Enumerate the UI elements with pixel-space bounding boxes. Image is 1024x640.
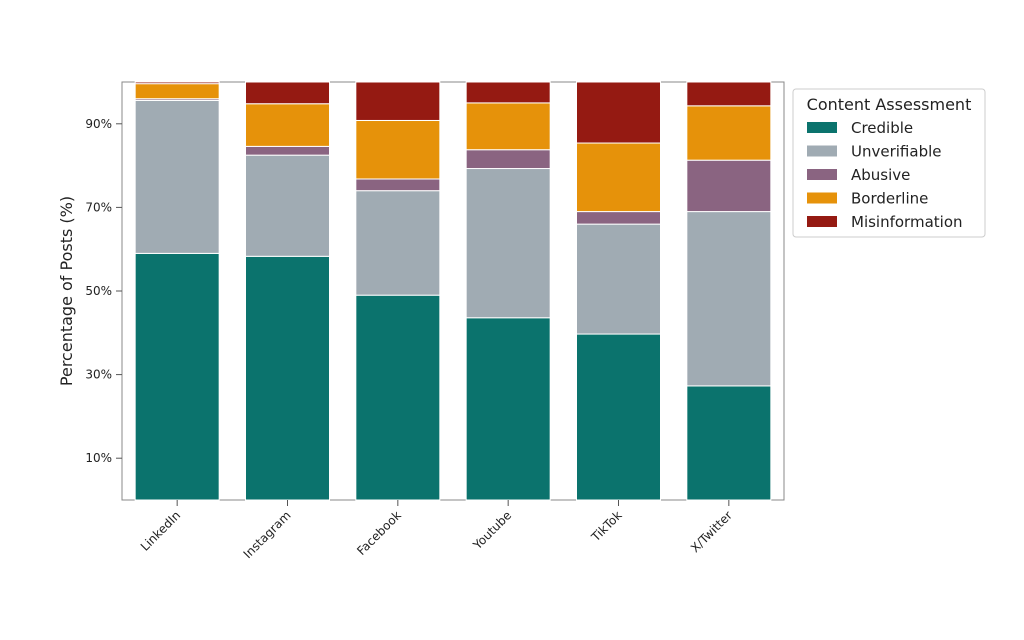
bar-tiktok-misinformation (576, 81, 661, 144)
bar-instagram-abusive (245, 145, 330, 156)
plot-area (121, 81, 785, 501)
y-tick-label-10: 10% (85, 451, 112, 465)
x-tick-label-instagram: Instagram (241, 508, 294, 561)
bar-x-twitter-unverifiable (686, 211, 772, 387)
bar-tiktok-abusive (576, 211, 661, 225)
x-axis: LinkedIn Instagram Facebook Youtube TikTok X/… (138, 500, 735, 561)
legend: Content Assessment Credible Unverifiable A… (792, 88, 986, 238)
legend-label-credible: Credible (851, 119, 913, 137)
legend-swatch-abusive (807, 169, 837, 180)
legend-swatch-borderline (807, 192, 837, 204)
bar-x-twitter-misinformation (686, 81, 772, 107)
bar-tiktok-borderline (576, 142, 661, 213)
y-tick-label-30: 30% (85, 368, 112, 382)
bar-facebook-abusive (355, 178, 441, 192)
legend-label-unverifiable: Unverifiable (851, 143, 941, 161)
legend-swatch-credible (807, 122, 837, 133)
bar-x-twitter-abusive (686, 159, 772, 213)
bar-youtube-unverifiable (465, 168, 551, 319)
bar-instagram-credible (245, 255, 330, 501)
x-tick-label-x-twitter: X/Twitter (688, 508, 735, 555)
bar-linkedin-misinformation (134, 81, 220, 85)
y-axis-title: Percentage of Posts (%) (57, 196, 76, 386)
x-tick-label-youtube: Youtube (470, 508, 515, 553)
bar-youtube-abusive (465, 149, 551, 170)
bar-linkedin-unverifiable (134, 99, 220, 254)
bar-facebook-credible (355, 294, 441, 501)
y-axis: 10% 30% 50% 70% 90% (85, 117, 122, 465)
bar-linkedin-credible (134, 252, 220, 501)
legend-box (792, 88, 986, 238)
x-tick-label-facebook: Facebook (354, 508, 404, 558)
bar-instagram-borderline (245, 103, 330, 147)
bar-facebook-unverifiable (355, 190, 441, 296)
bar-instagram-unverifiable (245, 154, 330, 257)
y-tick-label-70: 70% (85, 200, 112, 214)
bar-instagram-misinformation (245, 81, 330, 105)
legend-swatch-unverifiable (807, 145, 837, 157)
legend-title: Content Assessment (807, 95, 972, 114)
legend-items: Credible Unverifiable Abusive Borderline Mis… (807, 119, 963, 231)
bar-linkedin-borderline (134, 83, 220, 100)
bar-youtube-credible (465, 317, 551, 501)
legend-swatch-misinformation (807, 216, 837, 227)
bar-tiktok-unverifiable (576, 223, 661, 335)
bar-x-twitter-borderline (686, 105, 772, 161)
bar-youtube-borderline (465, 102, 551, 151)
x-tick-label-linkedin: LinkedIn (138, 508, 183, 553)
bar-x-twitter-credible (686, 385, 772, 501)
bar-facebook-misinformation (355, 81, 441, 121)
bars-group (134, 81, 772, 501)
y-tick-label-50: 50% (85, 284, 112, 298)
y-tick-label-90: 90% (85, 117, 112, 131)
bar-youtube-misinformation (465, 81, 551, 104)
bar-tiktok-credible (576, 333, 661, 501)
legend-label-abusive: Abusive (851, 166, 910, 184)
bar-facebook-borderline (355, 119, 441, 180)
legend-label-borderline: Borderline (851, 190, 928, 208)
x-tick-label-tiktok: TikTok (588, 508, 625, 545)
legend-label-misinformation: Misinformation (851, 213, 963, 231)
